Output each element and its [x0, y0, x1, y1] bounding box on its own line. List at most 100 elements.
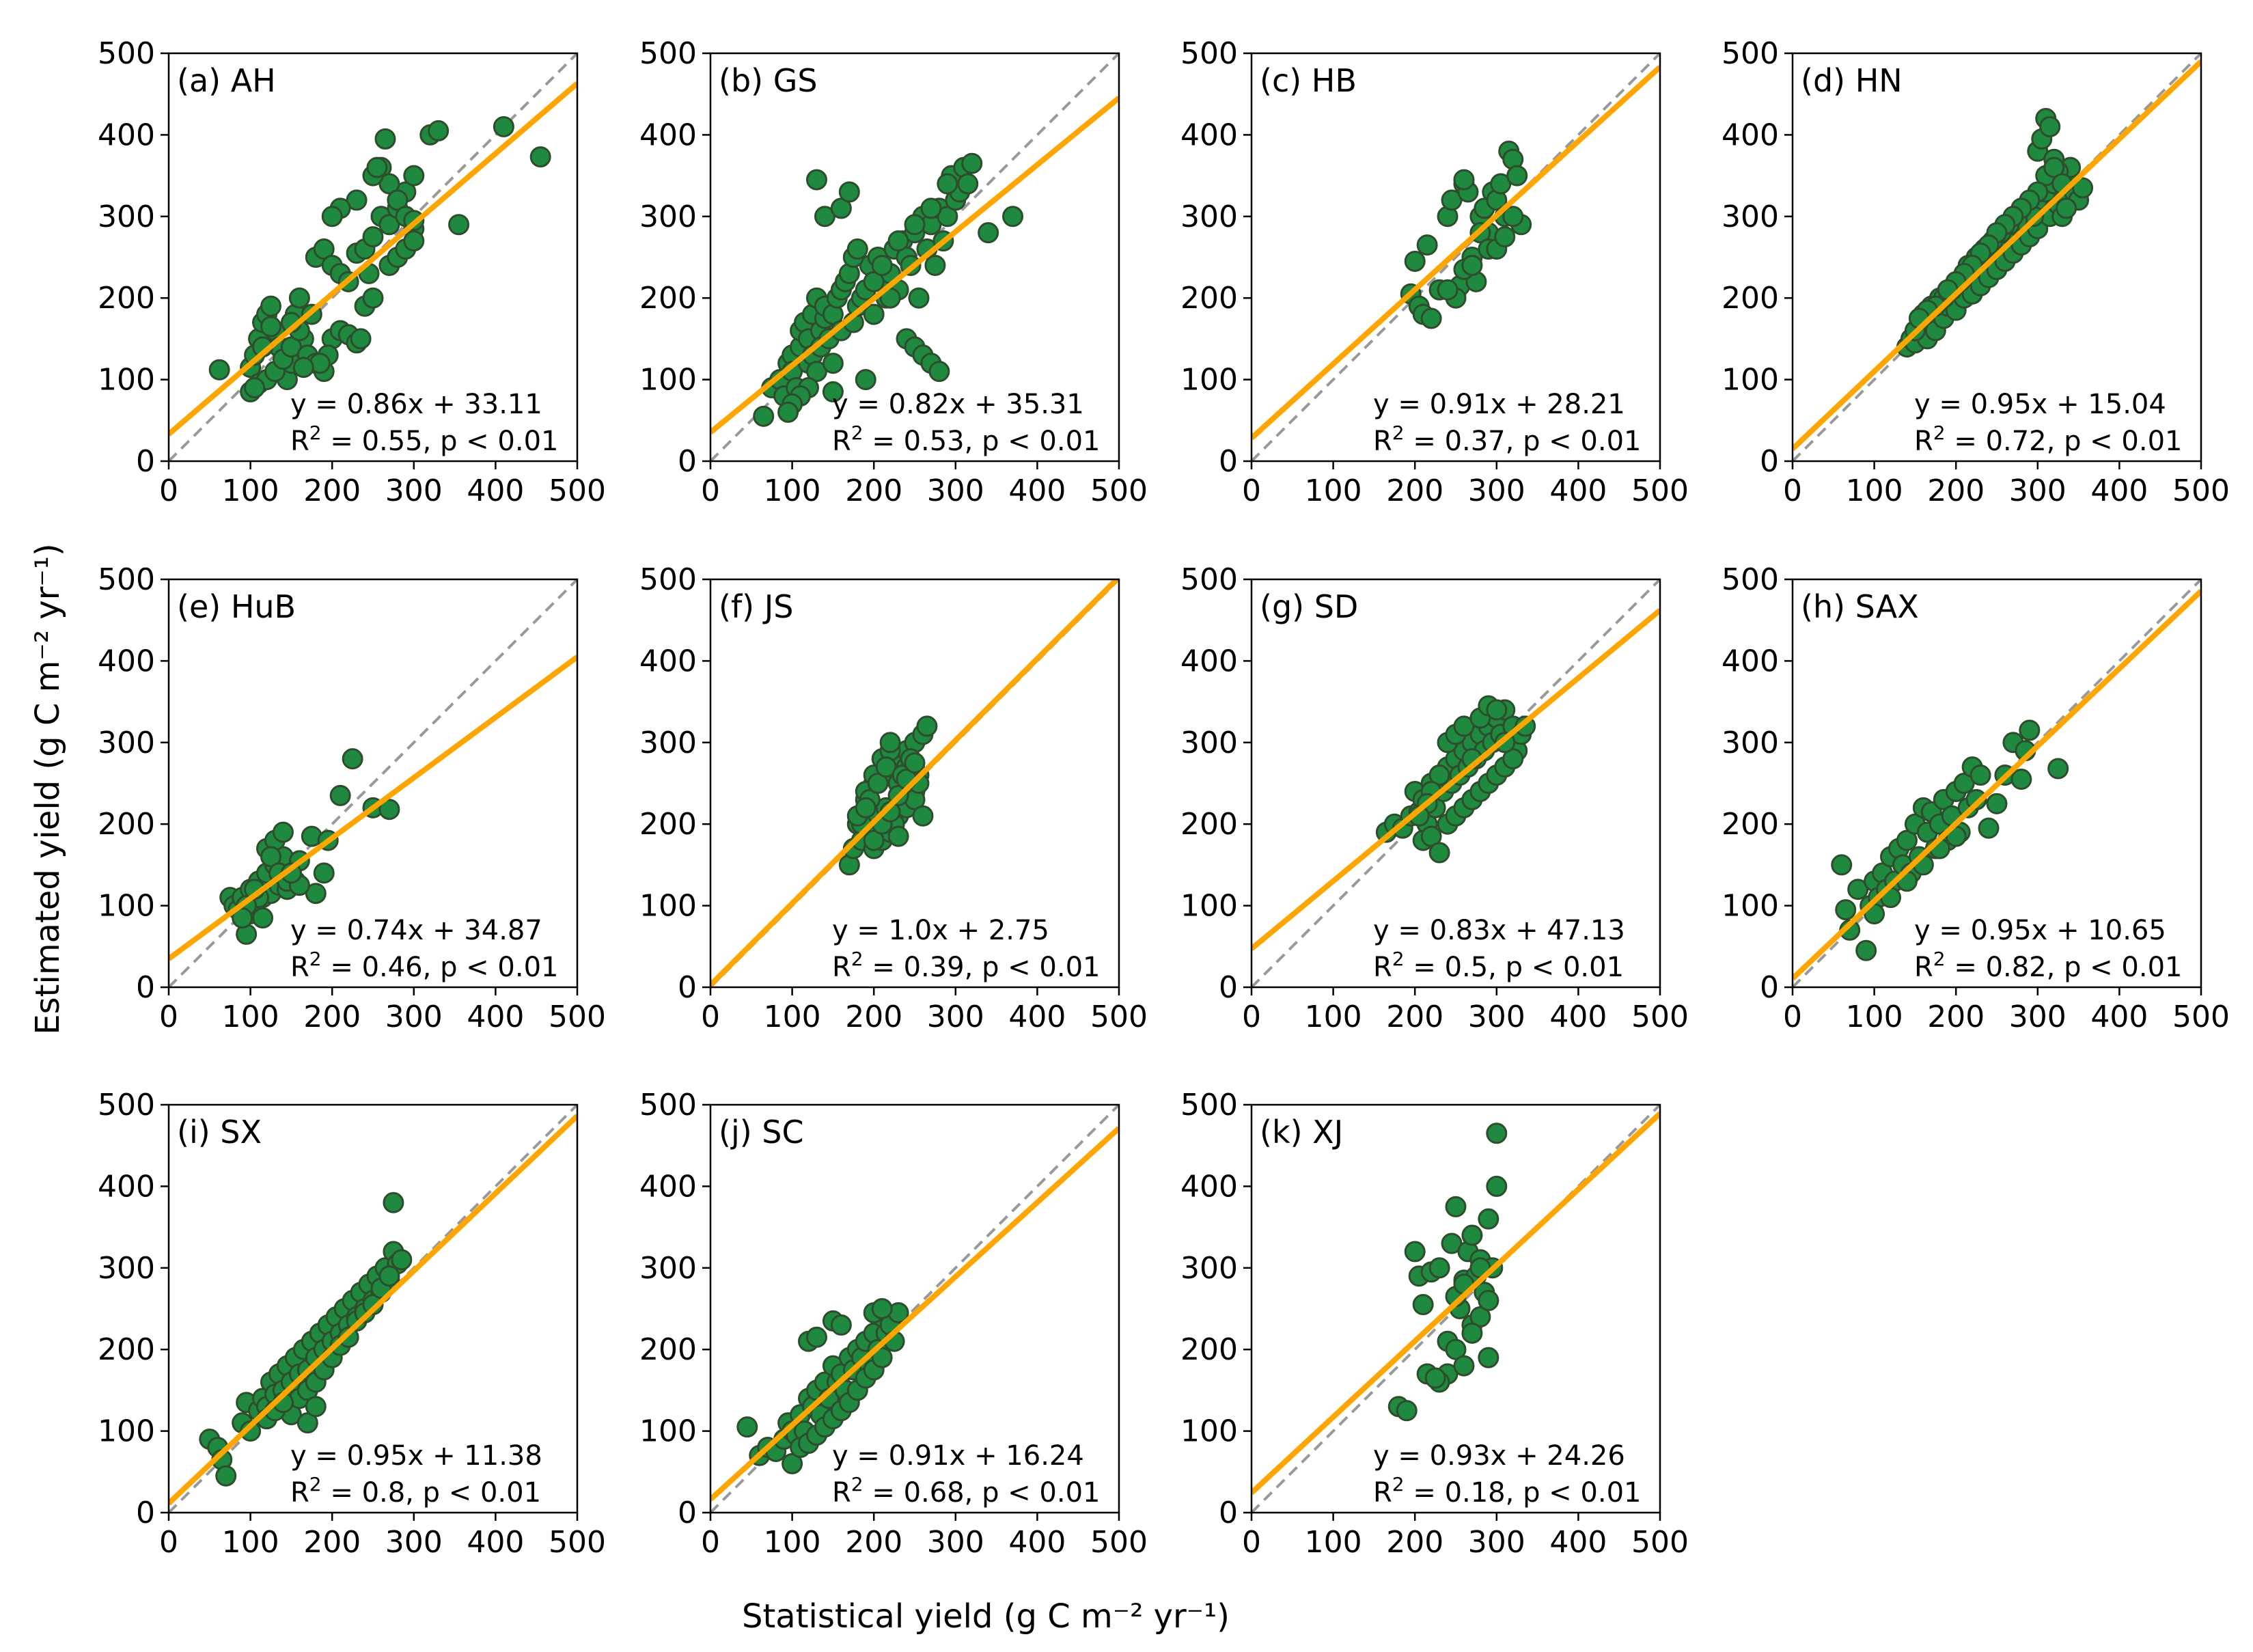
y-tick-label: 0 [136, 444, 155, 479]
y-tick-label: 500 [98, 562, 155, 597]
y-tick-label: 400 [639, 118, 697, 152]
data-point [305, 883, 327, 905]
data-point [403, 230, 425, 252]
one-to-one-line [1252, 53, 1660, 461]
y-tick-label: 400 [98, 118, 155, 152]
regression-line [1793, 59, 2201, 451]
x-tick-label: 400 [1008, 473, 1066, 508]
regression-equation: y = 0.95x + 15.04 [1914, 389, 2166, 420]
data-point [1478, 1347, 1499, 1368]
data-point [1896, 829, 1918, 851]
x-tick-label: 300 [927, 1000, 984, 1034]
data-point [1490, 173, 1512, 195]
regression-equation: y = 0.86x + 33.11 [290, 389, 542, 420]
y-tick-label: 500 [98, 1088, 155, 1123]
y-tick-label: 300 [639, 199, 697, 234]
x-tick-label: 100 [1305, 473, 1362, 508]
x-tick-label: 200 [1386, 1525, 1443, 1560]
data-point [1453, 169, 1475, 191]
panel-title: (c) HB [1260, 62, 1357, 99]
panel-6: 0 100 200 300 400 500 0 100 200 300 400 500 (g) SD y … [1180, 562, 1689, 1034]
y-tick-label: 400 [1180, 644, 1238, 678]
regression-line [710, 1126, 1119, 1502]
panel-7: 0 100 200 300 400 500 0 100 200 300 400 500 (h) SAX y… [1722, 562, 2230, 1034]
data-point [863, 303, 885, 325]
data-point [1502, 748, 1524, 770]
x-tick-label: 300 [1468, 1525, 1525, 1560]
data-point [1445, 1338, 1467, 1360]
data-point [830, 197, 852, 219]
axes-frame [1791, 578, 2202, 989]
data-point [260, 846, 281, 868]
axes-frame [167, 1103, 579, 1514]
data-point [1404, 1241, 1426, 1263]
y-tick-label: 500 [98, 36, 155, 71]
data-point [753, 405, 775, 427]
x-tick-label: 100 [1846, 1000, 1903, 1034]
data-point [208, 359, 230, 381]
regression-equation: y = 1.0x + 2.75 [832, 915, 1049, 946]
data-point [1428, 842, 1450, 864]
panel-5: 0 100 200 300 400 500 0 100 200 300 400 500 (f) JS y … [639, 562, 1148, 1034]
data-point [1396, 1400, 1418, 1422]
y-tick-label: 500 [1180, 1088, 1238, 1123]
x-tick-label: 200 [1386, 1000, 1443, 1034]
x-tick-label: 500 [549, 1525, 606, 1560]
panel-title: (g) SD [1260, 588, 1358, 625]
x-tick-label: 300 [385, 1000, 443, 1034]
data-point [871, 254, 893, 276]
data-point [378, 1265, 400, 1287]
x-tick-label: 100 [1846, 473, 1903, 508]
y-tick-label: 100 [639, 363, 697, 398]
regression-equation: y = 0.91x + 16.24 [832, 1440, 1084, 1472]
r-squared-label: R2 = 0.8, p < 0.01 [290, 1473, 541, 1509]
data-point [961, 152, 983, 174]
data-point [1478, 1290, 1499, 1312]
data-point [1428, 1257, 1450, 1279]
data-point [875, 756, 897, 778]
x-tick-label: 400 [1549, 1525, 1607, 1560]
data-point [805, 1326, 827, 1348]
panel-title: (f) JS [719, 588, 793, 625]
data-point [342, 748, 363, 770]
data-point [928, 361, 950, 383]
data-point [215, 1465, 237, 1487]
data-point [871, 1298, 893, 1319]
panel-title: (j) SC [719, 1114, 804, 1151]
y-tick-label: 200 [639, 1332, 697, 1367]
x-tick-label: 200 [303, 473, 361, 508]
panel-4-plot-area [169, 579, 577, 987]
x-tick-label: 400 [467, 1000, 524, 1034]
data-point [1965, 788, 1987, 810]
data-point [814, 206, 835, 228]
panel-8-plot-area [169, 1105, 577, 1513]
y-tick-label: 200 [98, 1332, 155, 1367]
data-point [1002, 206, 1024, 228]
x-tick-label: 500 [1090, 1000, 1148, 1034]
data-point [346, 189, 368, 211]
regression-equation: y = 0.91x + 28.21 [1373, 389, 1625, 420]
data-point [838, 181, 860, 203]
x-tick-label: 100 [222, 1525, 279, 1560]
data-point [313, 862, 335, 884]
data-point [260, 295, 281, 317]
data-point [1453, 1355, 1475, 1377]
data-point [378, 173, 400, 195]
regression-equation: y = 0.83x + 47.13 [1373, 915, 1625, 946]
r-squared-label: R2 = 0.5, p < 0.01 [1373, 948, 1624, 983]
data-point [1494, 226, 1516, 248]
r-squared-label: R2 = 0.46, p < 0.01 [290, 948, 558, 983]
y-tick-label: 200 [98, 281, 155, 316]
data-point [1441, 189, 1463, 211]
regression-line [169, 655, 577, 961]
r-squared-label: R2 = 0.39, p < 0.01 [832, 948, 1100, 983]
data-point [2047, 758, 2069, 780]
regression-line [1252, 1111, 1660, 1495]
regression-equation: y = 0.95x + 11.38 [290, 1440, 542, 1472]
data-point [1469, 1306, 1491, 1327]
panel-10-plot-area [1252, 1105, 1660, 1513]
panel-2: 0 100 200 300 400 500 0 100 200 300 400 500 (c) HB y … [1180, 36, 1689, 508]
r-squared-label: R2 = 0.53, p < 0.01 [832, 422, 1100, 457]
data-point [362, 226, 384, 248]
data-point [867, 773, 889, 794]
